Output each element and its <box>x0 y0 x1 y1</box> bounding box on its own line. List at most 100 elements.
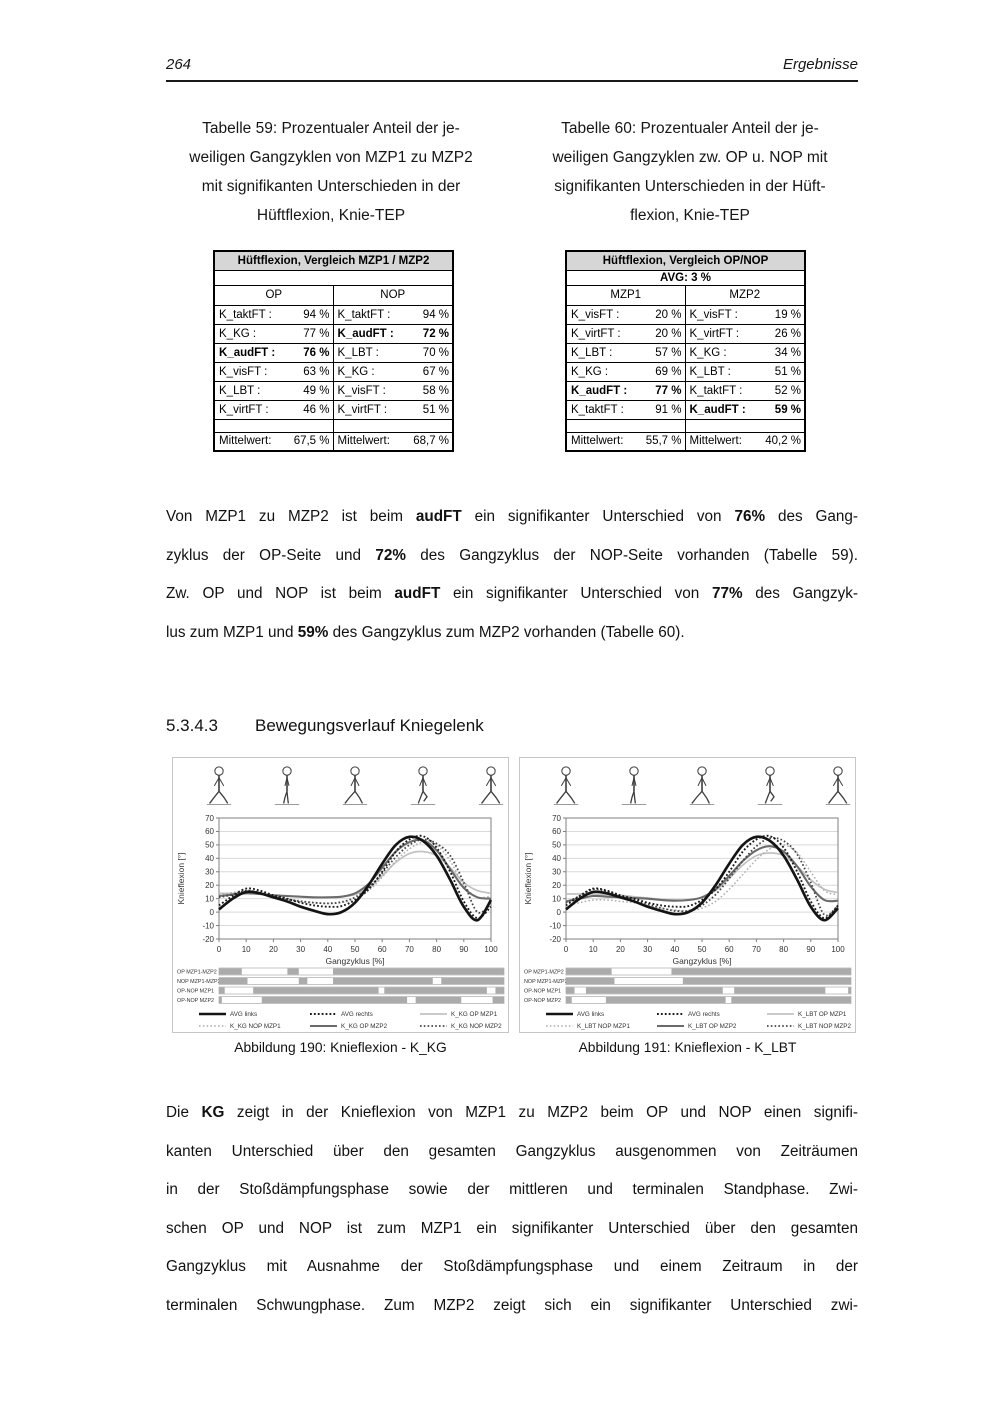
svg-text:30: 30 <box>643 945 652 954</box>
paragraph-results-knee: Die KG zeigt in der Knieflexion von MZP1… <box>166 1094 858 1325</box>
walking-figure-icon <box>274 766 300 805</box>
text-line: lus zum MZP1 und 59% des Gangzyklus zum … <box>166 623 685 641</box>
legend-label: K_LBT NOP MZP2 <box>798 1023 851 1030</box>
curve-avg-rechts <box>218 834 492 920</box>
svg-text:20: 20 <box>205 881 214 890</box>
svg-text:0: 0 <box>217 945 222 954</box>
section-title: Bewegungsverlauf Kniegelenk <box>255 716 484 735</box>
svg-text:40: 40 <box>205 854 214 863</box>
caption-line: weiligen Gangzyklen von MZP1 zu MZP2 <box>189 149 473 166</box>
text-line: Die KG zeigt in der Knieflexion von MZP1… <box>166 1104 858 1121</box>
text-line: zyklus der OP-Seite und 72% des Gangzykl… <box>166 546 858 564</box>
table-row: K_KG :69 % K_LBT :51 % <box>565 361 806 382</box>
svg-text:-10: -10 <box>202 921 214 930</box>
walking-figure-icon <box>757 766 783 805</box>
svg-text:60: 60 <box>205 827 214 836</box>
chart-legend: AVG links AVG rechts K_KG OP MZP1 K_KG NOP … <box>199 1011 502 1030</box>
page-number: 264 <box>166 56 192 73</box>
legend-label: AVG rechts <box>688 1011 720 1018</box>
legend-label: AVG rechts <box>341 1011 373 1018</box>
significance-bars: OP MZP1-MZP2 NOP MZP1-MZP2 OP-NOP MZP1 OP-N… <box>524 967 852 1004</box>
svg-text:0: 0 <box>210 908 215 917</box>
legend-label: K_KG OP MZP1 <box>451 1011 498 1018</box>
page-header: 264 Ergebnisse <box>166 56 858 82</box>
bar-label: OP MZP1-MZP2 <box>524 970 564 976</box>
table-row: K_audFT :76 % K_LBT :70 % <box>213 342 454 363</box>
table-hipflexion-mzp1-mzp2: Hüftflexion, Vergleich MZP1 / MZP2 OP NOP K… <box>213 250 455 452</box>
data-table: Hüftflexion, Vergleich OP/NOP AVG: 3 % MZP… <box>565 250 807 452</box>
section-number: 5.3.4.3 <box>166 716 218 735</box>
svg-text:70: 70 <box>205 814 214 823</box>
bar-label: NOP MZP1-MZP2 <box>524 979 568 985</box>
svg-text:50: 50 <box>698 945 707 954</box>
curve-avg-links <box>218 835 493 922</box>
table60-caption: Tabelle 60: Prozentualer Anteil der je-w… <box>522 114 858 230</box>
bar-label: OP-NOP MZP1 <box>177 989 214 995</box>
caption-line: Tabelle 60: Prozentualer Anteil der je- <box>561 120 819 137</box>
figure-knee-flexion-kkg: 70 60 50 40 30 20 10 0 -10 -20 0 10 20 30 40 50 60 70 80 90… <box>172 757 509 1033</box>
curve-avg-rechts <box>565 834 839 920</box>
gait-phase-figures <box>553 766 851 805</box>
table-row: K_virtFT :20 % K_virtFT :26 % <box>565 323 806 344</box>
svg-text:70: 70 <box>405 945 414 954</box>
table-row: K_taktFT :94 % K_taktFT :94 % <box>213 304 454 325</box>
table-row: K_visFT :20 % K_visFT :19 % <box>565 304 806 325</box>
running-head: Ergebnisse <box>782 56 858 73</box>
svg-text:90: 90 <box>459 945 468 954</box>
curve-k-kg-nop-mzp1 <box>218 841 492 905</box>
x-axis-title: Gangzyklus [%] <box>672 956 731 966</box>
svg-text:10: 10 <box>205 894 214 903</box>
figure190-caption: Abbildung 190: Knieflexion - K_KG <box>234 1040 447 1055</box>
svg-text:100: 100 <box>831 945 845 954</box>
bar-label: NOP MZP1-MZP2 <box>177 979 221 985</box>
walking-figure-icon <box>689 766 715 805</box>
significance-bars: OP MZP1-MZP2 NOP MZP1-MZP2 OP-NOP MZP1 OP-N… <box>177 967 505 1004</box>
curve-k-lbt-nop-mzp1 <box>565 844 839 912</box>
x-axis-title: Gangzyklus [%] <box>325 956 384 966</box>
svg-text:60: 60 <box>552 827 561 836</box>
table-mean-row: Mittelwert: 67,5 % Mittelwert: 68,7 % <box>213 431 454 452</box>
gait-phase-figures <box>206 766 504 805</box>
svg-text:20: 20 <box>269 945 278 954</box>
caption-line: Tabelle 59: Prozentualer Anteil der je- <box>202 120 460 137</box>
legend-label: K_LBT OP MZP2 <box>688 1023 737 1030</box>
svg-text:50: 50 <box>205 841 214 850</box>
svg-text:80: 80 <box>779 945 788 954</box>
curve-avg-links <box>565 835 839 922</box>
curve-k-lbt-op-mzp2 <box>565 845 839 903</box>
svg-text:-20: -20 <box>549 935 561 944</box>
text-line: terminalen Schwungphase. Zum MZP2 zeigt … <box>166 1296 858 1314</box>
svg-text:100: 100 <box>484 945 498 954</box>
text-line: Gangzyklus mit Ausnahme der Stoßdämpfung… <box>166 1258 858 1275</box>
svg-text:30: 30 <box>296 945 305 954</box>
bar-label: OP-NOP MZP1 <box>524 989 561 995</box>
walking-figure-icon <box>825 766 851 805</box>
table-hipflexion-op-nop: Hüftflexion, Vergleich OP/NOP AVG: 3 % MZP… <box>565 250 807 452</box>
text-line: in der Stoßdämpfungsphase sowie der mitt… <box>166 1181 858 1198</box>
svg-text:60: 60 <box>378 945 387 954</box>
chart-curves <box>218 834 493 922</box>
text-line: schen OP und NOP ist zum MZP1 ein signif… <box>166 1219 858 1237</box>
svg-text:30: 30 <box>205 868 214 877</box>
svg-text:40: 40 <box>670 945 679 954</box>
caption-line: mit signifikanten Unterschieden in der <box>201 178 461 195</box>
walking-figure-icon <box>553 766 579 805</box>
svg-text:50: 50 <box>351 945 360 954</box>
curve-k-kg-op-mzp2 <box>218 838 492 900</box>
caption-line: flexion, Knie-TEP <box>630 207 750 224</box>
y-axis-title: Knieflexion [°] <box>176 852 186 904</box>
bar-label: OP-NOP MZP2 <box>177 998 214 1004</box>
figure-knee-flexion-klbt: 70 60 50 40 30 20 10 0 -10 -20 0 10 20 30 40 50 60 70 80 90… <box>519 757 856 1033</box>
svg-text:80: 80 <box>432 945 441 954</box>
caption-line: Hüftflexion, Knie-TEP <box>256 207 406 224</box>
legend-label: AVG links <box>577 1011 604 1018</box>
bar-label: OP MZP1-MZP2 <box>177 970 217 976</box>
svg-text:60: 60 <box>725 945 734 954</box>
y-axis-title: Knieflexion [°] <box>523 852 533 904</box>
svg-text:30: 30 <box>552 868 561 877</box>
svg-text:-10: -10 <box>549 921 561 930</box>
paragraph-results-hip: Von MZP1 zu MZP2 ist beim audFT ein sign… <box>166 498 858 652</box>
